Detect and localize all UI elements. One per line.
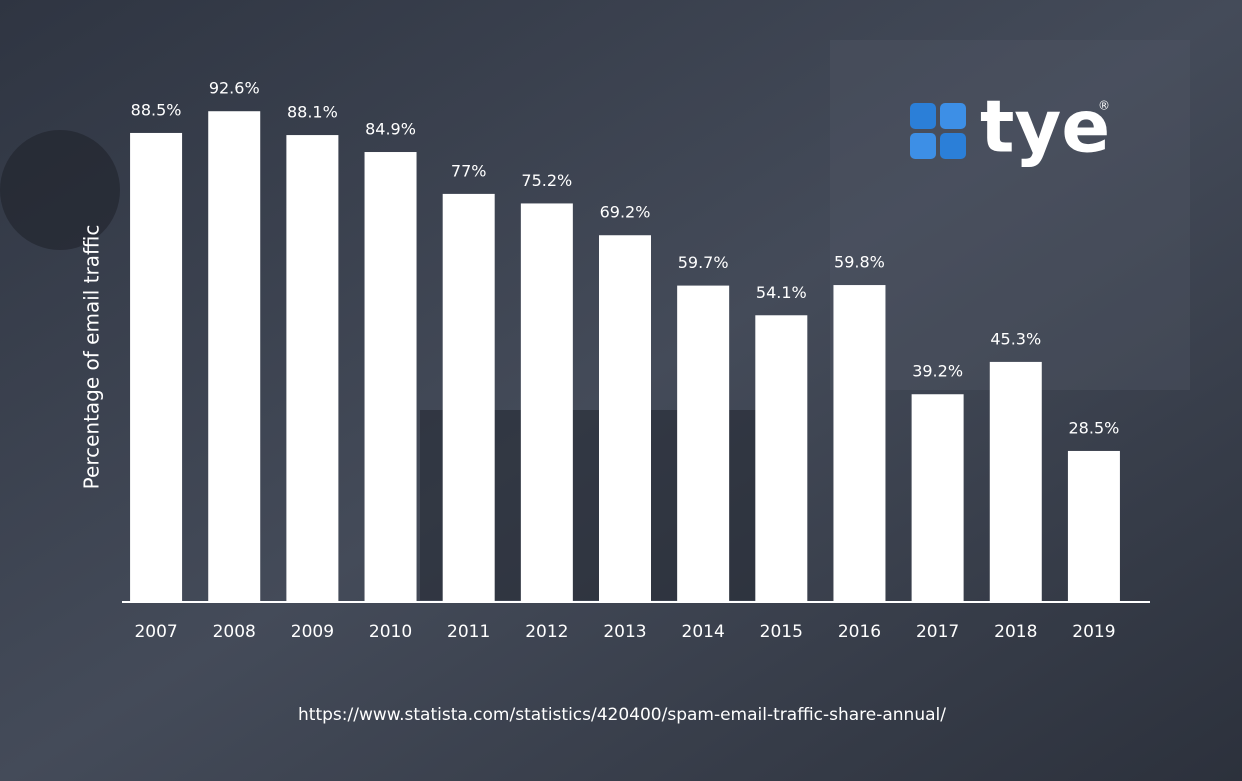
logo-square: [910, 133, 936, 159]
x-tick-label: 2007: [134, 622, 177, 642]
value-label: 45.3%: [990, 329, 1041, 348]
bar: [520, 203, 573, 602]
bar: [989, 361, 1042, 602]
value-label: 88.5%: [131, 100, 182, 119]
logo-mark: ®: [1098, 99, 1110, 113]
y-axis-label: Percentage of email traffic: [80, 225, 104, 490]
bar: [130, 132, 183, 602]
value-label: 54.1%: [756, 283, 807, 302]
logo-text: tye: [980, 85, 1110, 169]
logo-square: [940, 133, 966, 159]
x-tick-label: 2017: [916, 622, 959, 642]
x-tick-label: 2008: [213, 622, 256, 642]
source: https://www.statista.com/statistics/4204…: [298, 705, 946, 725]
bar: [755, 315, 808, 602]
value-label: 69.2%: [600, 203, 651, 222]
bar: [442, 193, 495, 602]
value-label: 84.9%: [365, 120, 416, 139]
bar: [833, 285, 886, 602]
value-label: 92.6%: [209, 79, 260, 98]
x-tick-label: 2014: [682, 622, 725, 642]
value-label: 59.7%: [678, 253, 729, 272]
x-tick-label: 2012: [525, 622, 568, 642]
bar: [364, 152, 417, 602]
value-label: 59.8%: [834, 253, 885, 272]
bar: [208, 111, 261, 602]
bar: [1067, 450, 1120, 602]
logo-square: [940, 103, 966, 129]
logo: tye ®: [910, 85, 1110, 169]
background-cup: [0, 130, 120, 250]
background-notebook: [830, 40, 1190, 390]
x-tick-label: 2015: [760, 622, 803, 642]
bar: [286, 135, 339, 602]
value-label: 88.1%: [287, 103, 338, 122]
x-tick-label: 2009: [291, 622, 334, 642]
x-tick-label: 2013: [603, 622, 646, 642]
x-tick-label: 2010: [369, 622, 412, 642]
x-tick-label: 2016: [838, 622, 881, 642]
x-tick-label: 2019: [1072, 622, 1115, 642]
bar: [599, 235, 651, 603]
value-label: 28.5%: [1069, 418, 1120, 437]
value-label: 39.2%: [912, 362, 963, 381]
logo-square: [910, 103, 936, 129]
value-label: 75.2%: [521, 171, 572, 190]
x-tick-label: 2018: [994, 622, 1037, 642]
value-label: 77%: [451, 161, 487, 180]
bar: [677, 285, 730, 602]
x-tick-label: 2011: [447, 622, 490, 642]
bar: [911, 394, 964, 602]
